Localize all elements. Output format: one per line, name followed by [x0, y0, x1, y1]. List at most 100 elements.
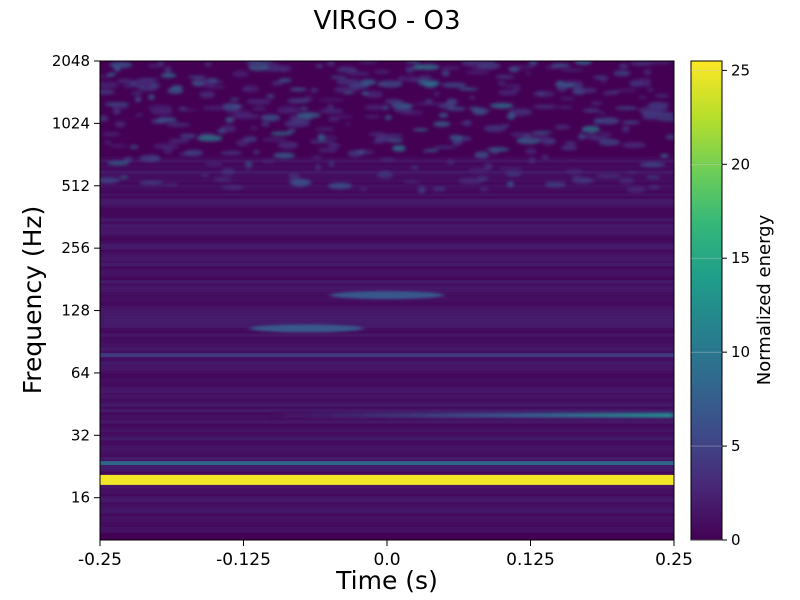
band-stripe — [100, 195, 674, 199]
noise-patch — [638, 106, 664, 114]
band-stripe — [100, 280, 674, 284]
noise-patch — [204, 162, 223, 167]
noise-patch — [458, 177, 484, 185]
noise-patch — [113, 108, 120, 115]
noise-patch — [363, 105, 387, 110]
noise-patch — [441, 82, 467, 88]
band-stripe — [100, 381, 674, 385]
noise-patch — [359, 187, 368, 191]
band-stripe — [100, 448, 674, 452]
band-stripe — [100, 226, 674, 230]
band-stripe — [100, 316, 674, 320]
band-stripe — [100, 378, 674, 382]
noise-patch — [129, 145, 139, 149]
noise-patch — [452, 139, 463, 146]
noise-patch — [202, 105, 228, 111]
band-stripe — [100, 319, 674, 323]
band-stripe — [100, 344, 674, 348]
colorbar-tick-label: 0 — [731, 531, 741, 549]
band-stripe — [100, 209, 674, 213]
noise-patch — [438, 112, 449, 118]
noise-patch — [310, 139, 317, 143]
noise-patch — [163, 182, 180, 187]
noise-patch — [241, 88, 252, 91]
noise-patch — [134, 95, 142, 103]
noise-patch — [100, 115, 108, 122]
noise-patch — [621, 120, 640, 125]
noise-patch — [117, 78, 133, 84]
band-stripe — [100, 263, 674, 267]
band-stripe — [100, 285, 674, 289]
energy-blob — [249, 324, 364, 333]
band-stripe — [100, 389, 674, 393]
noise-patch — [422, 149, 432, 154]
colorbar-tick-label: 5 — [731, 437, 741, 455]
noise-patch — [311, 155, 323, 159]
band-stripe — [100, 529, 674, 533]
noise-patch — [315, 163, 322, 171]
noise-patch — [532, 104, 558, 109]
band-stripe — [100, 181, 674, 185]
noise-patch — [310, 87, 319, 93]
noise-patch — [479, 187, 489, 192]
noise-patch — [100, 177, 120, 184]
noise-patch — [287, 128, 296, 133]
band-stripe — [100, 159, 674, 163]
band-stripe — [100, 484, 674, 489]
noise-patch — [167, 87, 184, 94]
noise-patch — [619, 63, 629, 69]
noise-patch — [244, 161, 253, 166]
noise-patch — [183, 149, 203, 157]
band-stripe — [100, 235, 674, 239]
band-stripe — [100, 324, 674, 329]
band-stripe — [100, 487, 674, 491]
noise-patch — [505, 171, 522, 177]
noise-patch — [572, 176, 582, 179]
noise-patch — [468, 107, 480, 110]
noise-patch — [114, 121, 126, 128]
band-stripe — [100, 260, 674, 264]
noise-patch — [525, 147, 537, 155]
band-stripe — [100, 367, 674, 371]
noise-patch — [299, 107, 309, 111]
noise-patch — [196, 135, 223, 142]
band-stripe — [100, 440, 674, 444]
noise-patch — [615, 106, 638, 110]
noise-patch — [232, 114, 243, 120]
noise-patch — [441, 70, 450, 77]
noise-patch — [250, 126, 258, 130]
noise-patch — [598, 138, 621, 146]
noise-patch — [166, 123, 191, 127]
noise-patch — [344, 122, 352, 126]
y-tick-label: 1024 — [52, 114, 90, 132]
spectrogram-plot — [99, 60, 675, 541]
band-stripe — [100, 164, 674, 169]
noise-patch — [100, 75, 112, 78]
noise-patch — [326, 104, 334, 110]
noise-patch — [602, 91, 612, 96]
noise-patch — [221, 168, 235, 176]
noise-patch — [646, 88, 654, 92]
noise-patch — [404, 76, 419, 82]
noise-patch — [557, 105, 574, 109]
noise-patch — [660, 154, 669, 158]
band-stripe — [100, 232, 674, 236]
noise-patch — [490, 102, 514, 109]
noise-patch — [508, 66, 520, 73]
noise-patch — [484, 163, 493, 170]
noise-patch — [508, 108, 533, 116]
noise-patch — [585, 133, 599, 140]
band-stripe — [100, 257, 674, 261]
noise-patch — [158, 116, 175, 120]
noise-patch — [467, 167, 489, 174]
noise-patch — [139, 180, 164, 186]
noise-patch — [178, 107, 188, 111]
noise-patch — [315, 64, 324, 68]
noise-patch — [397, 75, 406, 82]
noise-patch — [289, 87, 307, 92]
noise-patch — [665, 134, 674, 140]
noise-patch — [594, 102, 603, 105]
noise-patch — [296, 112, 321, 119]
noise-patch — [100, 81, 119, 89]
x-axis: -0.25 -0.125 0.0 0.125 0.25 — [78, 540, 693, 570]
